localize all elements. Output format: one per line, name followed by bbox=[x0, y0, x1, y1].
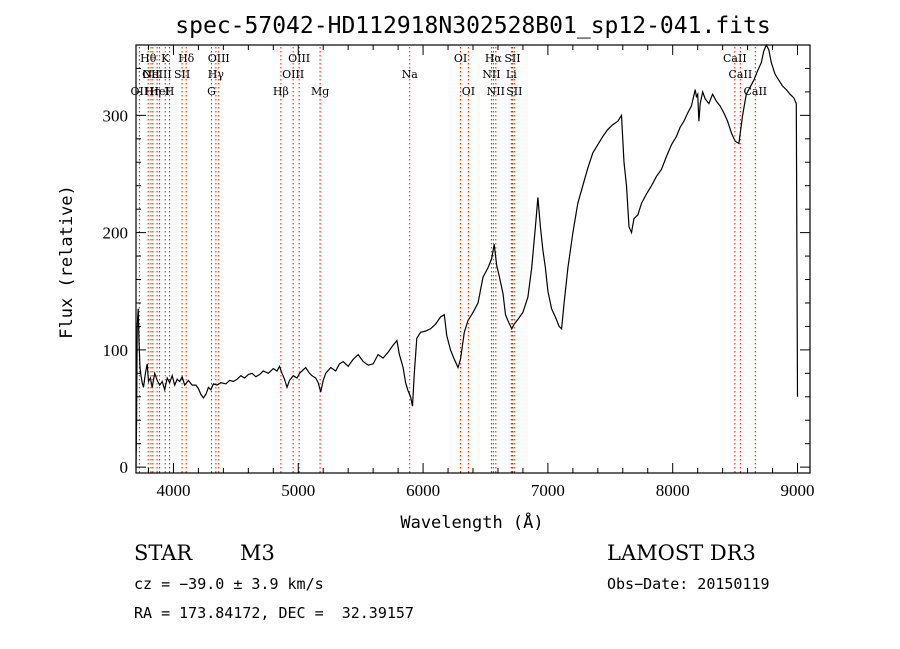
survey-name: LAMOST DR3 bbox=[607, 541, 756, 565]
line-label: K bbox=[161, 52, 170, 65]
x-tick-label: 7000 bbox=[531, 481, 565, 500]
line-label: Hθ bbox=[140, 52, 157, 65]
line-label: NeIII bbox=[143, 68, 172, 81]
line-label: SII bbox=[506, 85, 522, 98]
object-subclass: M3 bbox=[240, 541, 275, 565]
x-tick-label: 4000 bbox=[156, 481, 190, 500]
line-label: CaII bbox=[723, 52, 747, 65]
y-tick-label: 100 bbox=[103, 341, 129, 360]
redshift-velocity: cz = −39.0 ± 3.9 km/s bbox=[134, 575, 324, 593]
line-label: G bbox=[207, 85, 216, 98]
line-label: OIII bbox=[288, 52, 310, 65]
y-axis: 0 100 200 300 bbox=[103, 67, 810, 477]
y-tick-label: 0 bbox=[120, 458, 129, 477]
line-label: Li bbox=[506, 68, 517, 81]
line-label: Hη bbox=[145, 85, 161, 98]
coordinates: RA = 173.84172, DEC = 32.39157 bbox=[134, 604, 414, 622]
line-label: Hδ bbox=[178, 52, 195, 65]
object-class: STAR bbox=[134, 541, 193, 565]
line-label: OI bbox=[454, 52, 467, 65]
line-label: Hα bbox=[485, 52, 503, 65]
line-label: OIII bbox=[208, 52, 230, 65]
spectral-line-labels: OIIHθOIIHηNeIIIHeIKHSIIHδGHγOIIIHβOIIIOI… bbox=[131, 52, 768, 98]
y-axis-label: Flux (relative) bbox=[57, 185, 77, 339]
plot-frame bbox=[135, 44, 811, 474]
line-label: SII bbox=[174, 68, 190, 81]
x-tick-label: 6000 bbox=[406, 481, 440, 500]
line-label: CaII bbox=[729, 68, 753, 81]
line-label: NII bbox=[482, 68, 500, 81]
line-label: Hγ bbox=[208, 68, 225, 81]
line-label: SII bbox=[504, 52, 520, 65]
y-tick-label: 200 bbox=[103, 224, 129, 243]
line-label: HeI bbox=[149, 85, 169, 98]
y-tick-label: 300 bbox=[103, 106, 129, 125]
x-tick-label: 8000 bbox=[656, 481, 690, 500]
line-label: Na bbox=[402, 68, 419, 81]
line-label: OII bbox=[142, 68, 160, 81]
x-axis-label: Wavelength (Å) bbox=[400, 511, 543, 533]
line-label: OIII bbox=[282, 68, 304, 81]
line-label: Hβ bbox=[273, 85, 289, 98]
chart-title: spec-57042-HD112918N302528B01_sp12-041.f… bbox=[175, 13, 770, 39]
line-label: H bbox=[165, 85, 175, 98]
observation-date: Obs−Date: 20150119 bbox=[607, 575, 770, 593]
x-tick-label: 5000 bbox=[281, 481, 315, 500]
x-tick-label: 9000 bbox=[781, 481, 815, 500]
line-label: OI bbox=[462, 85, 475, 98]
x-axis: 4000 5000 6000 7000 8000 9000 bbox=[147, 45, 815, 500]
line-label: NII bbox=[487, 85, 505, 98]
spectral-line-markers bbox=[138, 47, 756, 473]
line-label: CaII bbox=[743, 85, 767, 98]
line-label: Mg bbox=[311, 85, 329, 98]
spectrum-line bbox=[135, 43, 799, 468]
